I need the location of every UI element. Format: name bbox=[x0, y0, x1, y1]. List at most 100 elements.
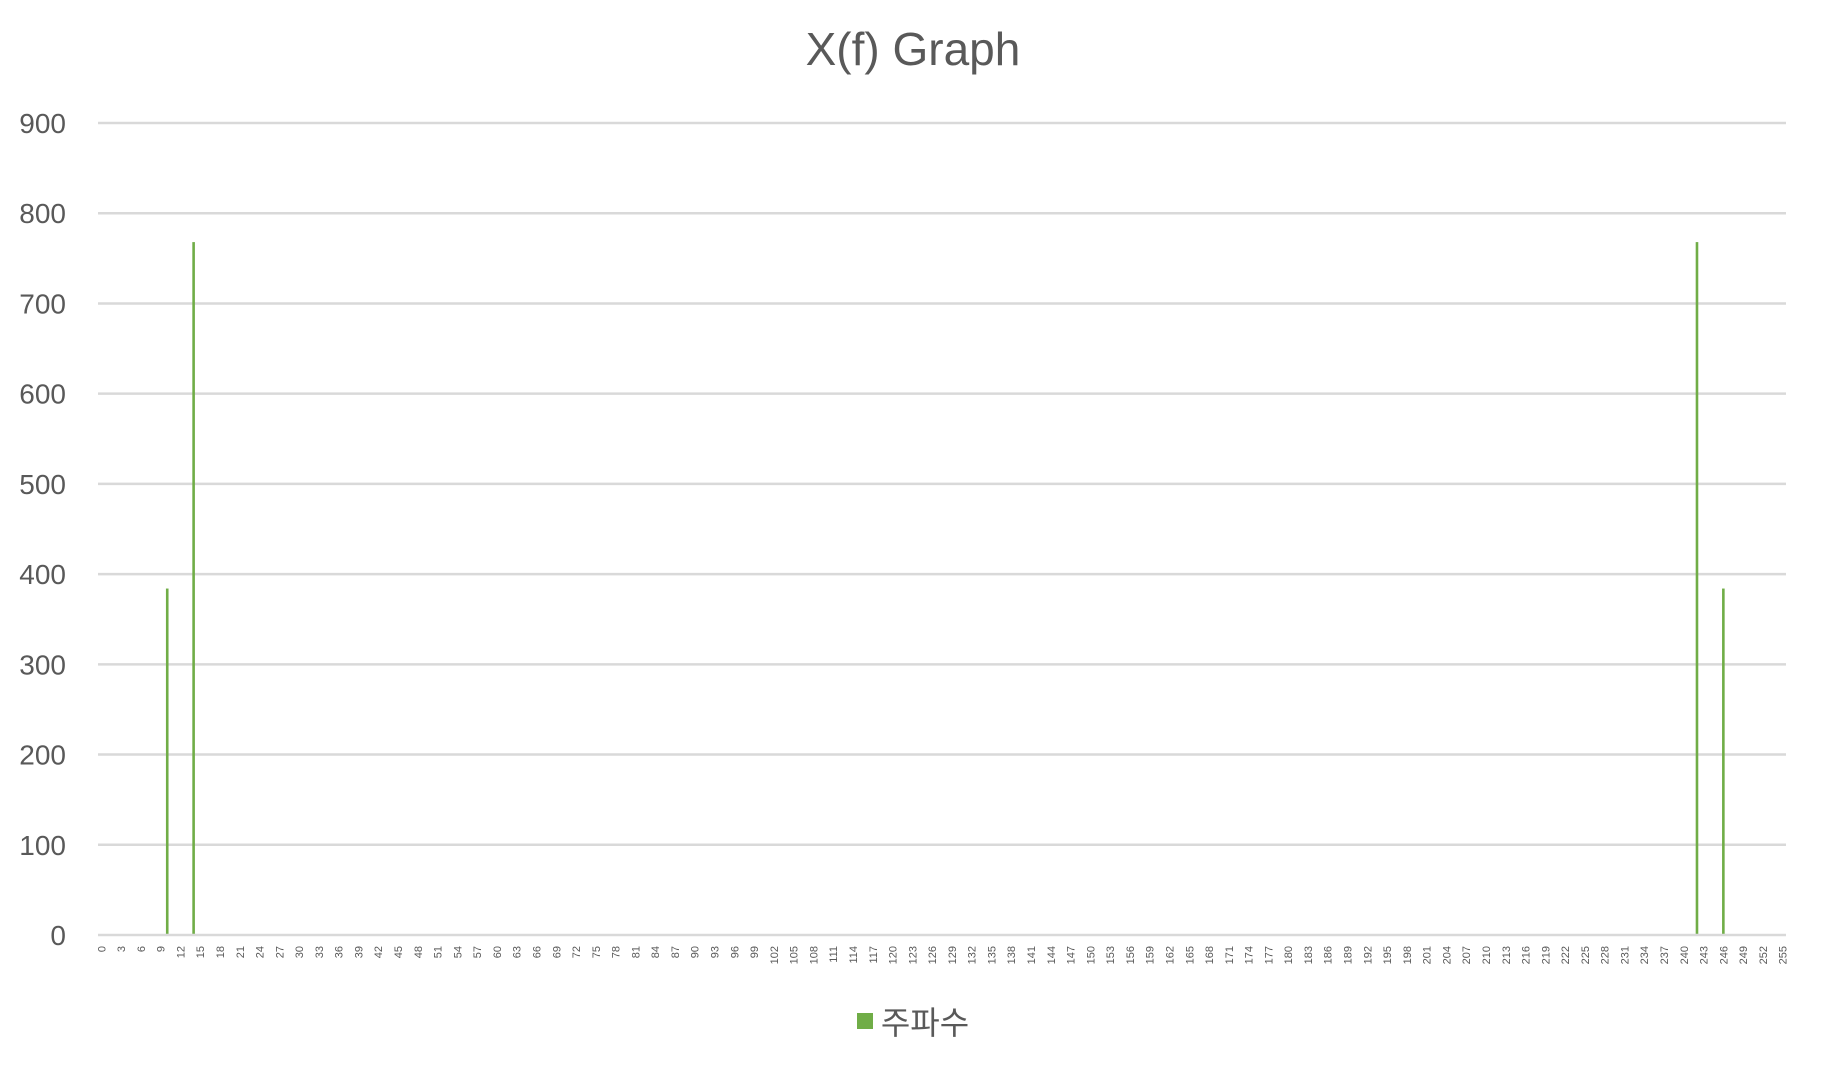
x-tick-label-108: 108 bbox=[808, 946, 820, 964]
x-tick-label-72: 72 bbox=[571, 946, 583, 958]
x-tick-label-204: 204 bbox=[1441, 946, 1453, 964]
x-tick-label-96: 96 bbox=[729, 946, 741, 958]
x-tick-label-9: 9 bbox=[156, 946, 168, 952]
x-tick-label-144: 144 bbox=[1046, 946, 1058, 964]
x-tick-label-228: 228 bbox=[1600, 946, 1612, 964]
x-tick-label-255: 255 bbox=[1778, 946, 1790, 964]
x-tick-label-192: 192 bbox=[1362, 946, 1374, 964]
x-tick-label-18: 18 bbox=[215, 946, 227, 958]
x-tick-label-111: 111 bbox=[828, 946, 840, 963]
x-axis-labels: 0 3 6 9 12 15 18 21 24 27 30 33 36 39 42 45 48 51 54 57 60 63… bbox=[96, 946, 1789, 964]
x-tick-label-150: 150 bbox=[1085, 946, 1097, 964]
x-tick-label-87: 87 bbox=[670, 946, 682, 958]
x-tick-label-183: 183 bbox=[1303, 946, 1315, 964]
y-tick-label-700: 700 bbox=[19, 288, 66, 319]
x-tick-label-165: 165 bbox=[1184, 946, 1196, 964]
x-tick-label-132: 132 bbox=[967, 946, 979, 964]
x-tick-label-195: 195 bbox=[1382, 946, 1394, 964]
x-tick-label-63: 63 bbox=[512, 946, 524, 958]
x-tick-label-117: 117 bbox=[868, 946, 880, 964]
y-tick-label-0: 0 bbox=[50, 920, 66, 951]
y-tick-label-600: 600 bbox=[19, 379, 66, 410]
x-tick-label-201: 201 bbox=[1422, 946, 1434, 964]
x-tick-label-189: 189 bbox=[1343, 946, 1355, 964]
x-tick-label-60: 60 bbox=[492, 946, 504, 958]
bars bbox=[165, 242, 1725, 936]
legend: 주파수 bbox=[0, 998, 1826, 1044]
x-tick-label-129: 129 bbox=[947, 946, 959, 964]
x-tick-label-246: 246 bbox=[1718, 946, 1730, 964]
x-tick-label-105: 105 bbox=[789, 946, 801, 964]
x-tick-label-186: 186 bbox=[1323, 946, 1335, 964]
x-tick-label-156: 156 bbox=[1125, 946, 1137, 964]
x-tick-label-69: 69 bbox=[551, 946, 563, 958]
y-tick-label-100: 100 bbox=[19, 830, 66, 861]
x-tick-label-168: 168 bbox=[1204, 946, 1216, 964]
x-tick-label-90: 90 bbox=[690, 946, 702, 958]
x-tick-label-252: 252 bbox=[1758, 946, 1770, 964]
bar-10 bbox=[165, 588, 169, 935]
x-tick-label-198: 198 bbox=[1402, 946, 1414, 964]
x-tick-label-207: 207 bbox=[1461, 946, 1473, 964]
x-tick-label-45: 45 bbox=[393, 946, 405, 958]
x-tick-label-27: 27 bbox=[274, 946, 286, 958]
x-tick-label-0: 0 bbox=[96, 946, 108, 952]
chart-title: X(f) Graph bbox=[805, 23, 1021, 75]
x-tick-label-243: 243 bbox=[1699, 946, 1711, 964]
y-tick-label-800: 800 bbox=[19, 198, 66, 229]
x-tick-label-180: 180 bbox=[1283, 946, 1295, 964]
y-tick-label-300: 300 bbox=[19, 649, 66, 680]
y-tick-label-400: 400 bbox=[19, 559, 66, 590]
x-tick-label-102: 102 bbox=[769, 946, 781, 964]
x-tick-label-225: 225 bbox=[1580, 946, 1592, 964]
x-tick-label-36: 36 bbox=[334, 946, 346, 958]
x-tick-label-231: 231 bbox=[1619, 946, 1631, 964]
x-tick-label-21: 21 bbox=[235, 946, 247, 958]
x-tick-label-93: 93 bbox=[710, 946, 722, 958]
x-tick-label-6: 6 bbox=[136, 946, 148, 952]
x-tick-label-162: 162 bbox=[1164, 946, 1176, 964]
x-tick-label-153: 153 bbox=[1105, 946, 1117, 964]
x-tick-label-222: 222 bbox=[1560, 946, 1572, 964]
x-tick-label-75: 75 bbox=[591, 946, 603, 958]
bar-14 bbox=[192, 242, 195, 936]
x-tick-label-114: 114 bbox=[848, 946, 860, 964]
x-tick-label-57: 57 bbox=[472, 946, 484, 958]
x-tick-label-174: 174 bbox=[1244, 946, 1256, 964]
x-tick-label-213: 213 bbox=[1501, 946, 1513, 964]
x-tick-label-48: 48 bbox=[413, 946, 425, 958]
x-tick-label-99: 99 bbox=[749, 946, 761, 958]
x-tick-label-81: 81 bbox=[630, 946, 642, 958]
y-tick-label-500: 500 bbox=[19, 469, 66, 500]
x-tick-label-237: 237 bbox=[1659, 946, 1671, 964]
x-tick-label-141: 141 bbox=[1026, 946, 1038, 964]
x-tick-label-216: 216 bbox=[1521, 946, 1533, 964]
x-tick-label-15: 15 bbox=[195, 946, 207, 958]
x-tick-label-126: 126 bbox=[927, 946, 939, 964]
bar-246 bbox=[1722, 588, 1725, 935]
x-tick-label-84: 84 bbox=[650, 946, 662, 958]
x-tick-label-66: 66 bbox=[531, 946, 543, 958]
x-tick-label-120: 120 bbox=[888, 946, 900, 964]
x-tick-label-159: 159 bbox=[1145, 946, 1157, 964]
x-tick-label-240: 240 bbox=[1679, 946, 1691, 964]
x-tick-label-3: 3 bbox=[116, 946, 128, 952]
x-tick-label-24: 24 bbox=[255, 946, 267, 958]
x-tick-label-78: 78 bbox=[611, 946, 623, 958]
y-tick-label-900: 900 bbox=[19, 108, 66, 139]
x-tick-label-123: 123 bbox=[907, 946, 919, 964]
x-tick-label-249: 249 bbox=[1738, 946, 1750, 964]
x-tick-label-171: 171 bbox=[1224, 946, 1236, 964]
x-tick-label-39: 39 bbox=[353, 946, 365, 958]
x-tick-label-42: 42 bbox=[373, 946, 385, 958]
legend-label: 주파수 bbox=[880, 1004, 970, 1042]
bar-242 bbox=[1695, 242, 1699, 936]
x-tick-label-147: 147 bbox=[1066, 946, 1078, 964]
x-tick-label-54: 54 bbox=[452, 946, 464, 958]
x-tick-label-138: 138 bbox=[1006, 946, 1018, 964]
x-tick-label-234: 234 bbox=[1639, 946, 1651, 964]
legend-swatch bbox=[856, 1013, 873, 1029]
x-tick-label-30: 30 bbox=[294, 946, 306, 958]
